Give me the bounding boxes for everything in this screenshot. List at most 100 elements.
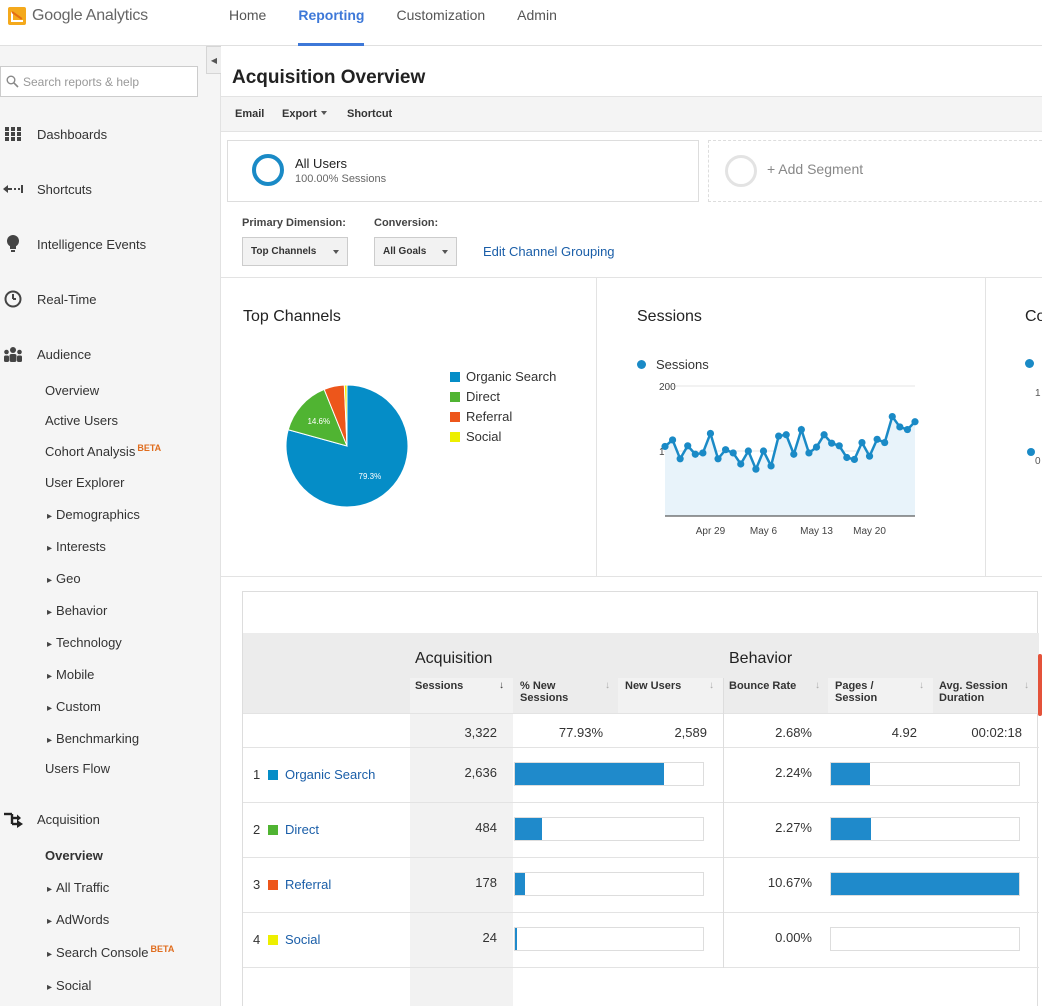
legend-direct[interactable]: Direct xyxy=(450,389,500,404)
user-explorer-link[interactable]: User Explorer xyxy=(45,475,125,490)
col-sessions[interactable]: Sessions xyxy=(415,680,464,692)
legend-referral[interactable]: Referral xyxy=(450,409,512,424)
search-box[interactable] xyxy=(0,66,198,97)
sort-icon[interactable]: ↓ xyxy=(815,680,820,691)
nav-tab-reporting[interactable]: Reporting xyxy=(282,0,380,46)
sort-icon[interactable]: ↓ xyxy=(605,680,610,691)
primary-dimension-dropdown[interactable]: Top Channels xyxy=(242,237,348,266)
segment-all-users[interactable]: All Users 100.00% Sessions xyxy=(227,140,699,202)
sort-icon[interactable]: ↓ xyxy=(1024,680,1029,691)
cohort-analysis-link[interactable]: Cohort Analysis BETA xyxy=(45,443,161,459)
data-point xyxy=(903,425,912,434)
sidebar: Dashboards Shortcuts Intelligence Events… xyxy=(0,46,221,1006)
sidebar-item-shortcuts[interactable]: Shortcuts xyxy=(0,179,92,199)
nav-tab-customization[interactable]: Customization xyxy=(396,7,486,23)
sort-desc-icon[interactable]: ↓ xyxy=(499,680,504,691)
row-number: 4 xyxy=(253,932,261,947)
row-bounce-rate: 2.27% xyxy=(775,820,812,835)
col-new-users[interactable]: New Users xyxy=(625,680,682,692)
data-point xyxy=(661,442,669,451)
col-avg-session-duration[interactable]: Avg. Session Duration xyxy=(939,680,1008,704)
people-icon xyxy=(2,344,24,364)
legend-social[interactable]: Social xyxy=(450,429,501,444)
beta-badge: BETA xyxy=(150,944,175,954)
data-point xyxy=(812,443,821,451)
legend-label: Sessions xyxy=(656,357,709,372)
channel-link-direct[interactable]: Direct xyxy=(285,822,319,837)
shortcut-button[interactable]: Shortcut xyxy=(347,108,393,120)
acquisition-overview-link[interactable]: Overview xyxy=(45,848,103,863)
sort-icon[interactable]: ↓ xyxy=(919,680,924,691)
conversion-value: All Goals xyxy=(383,246,427,257)
col-avg-duration-line-1: Avg. Session xyxy=(939,680,1008,692)
report-toolbar: Email Export Shortcut xyxy=(221,96,1042,132)
demographics-link[interactable]: Demographics xyxy=(47,507,140,522)
sort-icon[interactable]: ↓ xyxy=(709,680,714,691)
sorted-column-shade xyxy=(410,678,513,1006)
export-button[interactable]: Export xyxy=(282,108,327,120)
mobile-link[interactable]: Mobile xyxy=(47,667,94,682)
technology-link[interactable]: Technology xyxy=(47,635,122,650)
sidebar-item-dashboards[interactable]: Dashboards xyxy=(0,124,107,144)
behavior-group-title: Behavior xyxy=(729,650,793,667)
beta-badge: BETA xyxy=(137,443,162,453)
col-pages-session[interactable]: Pages / Session xyxy=(835,680,877,704)
sidebar-collapse-button[interactable]: ◀ xyxy=(206,46,221,74)
benchmarking-link[interactable]: Benchmarking xyxy=(47,731,139,746)
custom-link[interactable]: Custom xyxy=(47,699,101,714)
active-users-link[interactable]: Active Users xyxy=(45,413,118,428)
add-segment-button[interactable]: + Add Segment xyxy=(708,140,1042,202)
channel-swatch xyxy=(268,825,278,835)
nav-tab-admin[interactable]: Admin xyxy=(517,7,557,23)
sessions-share-bar xyxy=(514,817,704,841)
data-point xyxy=(911,418,919,426)
feedback-tab[interactable] xyxy=(1038,654,1042,716)
geo-link[interactable]: Geo xyxy=(47,571,81,586)
sidebar-item-intelligence-events[interactable]: Intelligence Events xyxy=(0,234,146,254)
legend-organic-search[interactable]: Organic Search xyxy=(450,369,556,384)
email-button[interactable]: Email xyxy=(235,108,265,120)
chevron-down-icon xyxy=(442,250,448,254)
adwords-link[interactable]: AdWords xyxy=(47,912,109,927)
row-sessions: 484 xyxy=(475,820,497,835)
legend-swatch xyxy=(450,411,460,422)
col-new-sessions[interactable]: % New Sessions xyxy=(520,680,568,704)
sidebar-item-label: Real-Time xyxy=(37,291,97,307)
data-point xyxy=(676,455,684,463)
total-avg-duration: 00:02:18 xyxy=(971,725,1022,740)
total-bounce-rate: 2.68% xyxy=(775,725,812,740)
search-input[interactable] xyxy=(23,74,193,89)
all-traffic-link[interactable]: All Traffic xyxy=(47,880,109,895)
sidebar-item-real-time[interactable]: Real-Time xyxy=(0,289,96,309)
channel-link-social[interactable]: Social xyxy=(285,932,321,947)
conversion-dropdown[interactable]: All Goals xyxy=(374,237,457,266)
bar-fill xyxy=(831,763,871,785)
edit-channel-grouping-link[interactable]: Edit Channel Grouping xyxy=(483,244,615,259)
nav-tab-home[interactable]: Home xyxy=(229,7,267,23)
bar-fill xyxy=(831,873,1019,895)
search-console-label: Search Console xyxy=(56,945,149,960)
pie-data-label: 14.6% xyxy=(307,417,330,426)
users-flow-link[interactable]: Users Flow xyxy=(45,761,111,776)
add-segment-label: + Add Segment xyxy=(767,161,864,177)
app-logo[interactable]: Google Analytics xyxy=(8,6,148,26)
col-avg-duration-line-2: Duration xyxy=(939,692,985,704)
sidebar-item-acquisition[interactable]: Acquisition xyxy=(0,809,100,829)
top-channels-pie-chart: 79.3% 14.6% xyxy=(285,384,409,508)
channel-link-referral[interactable]: Referral xyxy=(285,877,332,892)
bounce-rate-bar xyxy=(830,927,1020,951)
row-bounce-rate: 0.00% xyxy=(775,930,812,945)
sidebar-item-label: Shortcuts xyxy=(37,181,92,197)
behavior-link[interactable]: Behavior xyxy=(47,603,107,618)
social-link[interactable]: Social xyxy=(47,978,91,993)
sidebar-item-audience[interactable]: Audience xyxy=(0,344,91,364)
audience-overview-link[interactable]: Overview xyxy=(45,383,100,398)
x-tick-label: Apr 29 xyxy=(696,526,726,537)
channel-link-organic-search[interactable]: Organic Search xyxy=(285,767,376,782)
pie-chart-title: Top Channels xyxy=(243,308,341,325)
clock-icon xyxy=(2,289,24,309)
interests-link[interactable]: Interests xyxy=(47,539,106,554)
col-bounce-rate[interactable]: Bounce Rate xyxy=(729,680,797,692)
